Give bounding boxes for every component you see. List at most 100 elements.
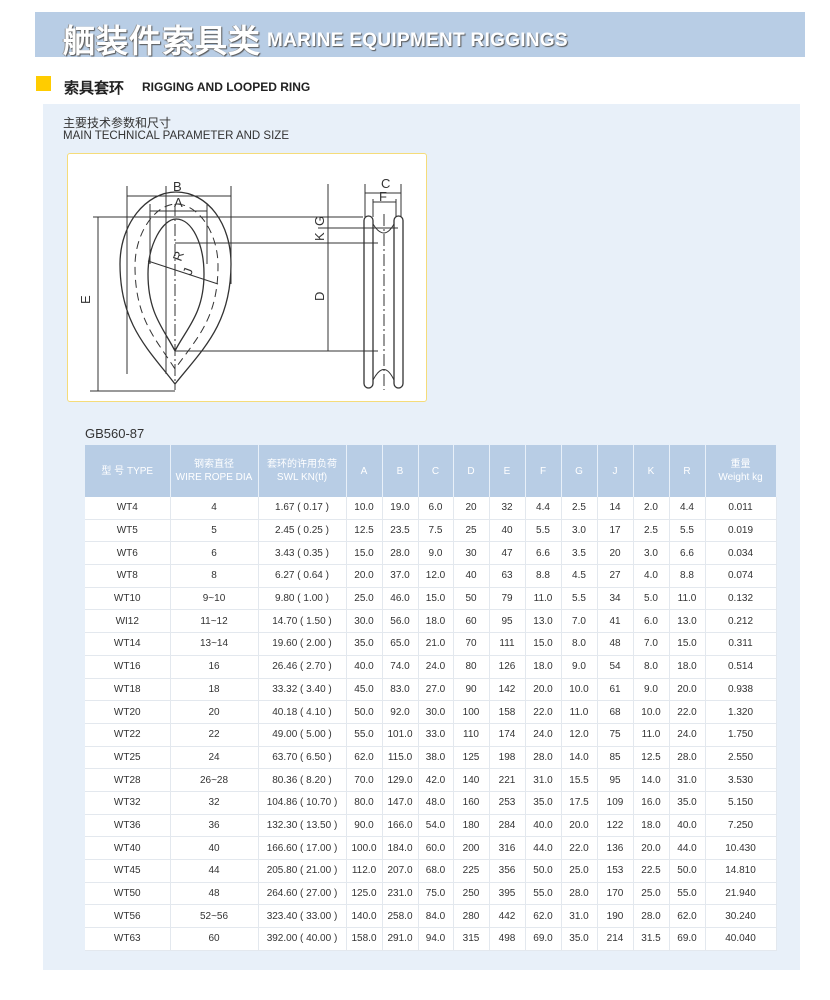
section-title-cn: 索具套环 — [64, 79, 125, 97]
table-cell: 75.0 — [418, 882, 454, 906]
table-cell: 14.810 — [705, 859, 777, 883]
table-cell: 231.0 — [382, 882, 419, 906]
column-header: J — [597, 445, 634, 497]
table-cell: 5.0 — [633, 587, 670, 611]
table-cell: 22.5 — [633, 859, 670, 883]
column-header-sublabel: Weight kg — [718, 472, 763, 483]
table-cell: 60.0 — [418, 836, 454, 860]
table-row: WT40 40 166.60 ( 17.00 ) 100.0 184.0 60.0 200 3… — [85, 836, 777, 860]
table-cell: 166.0 — [382, 814, 419, 838]
table-cell: 3.0 — [561, 519, 598, 543]
table-cell: 44 — [170, 859, 259, 883]
column-header-label: R — [683, 465, 691, 477]
column-header: D — [453, 445, 490, 497]
column-header-label: G — [575, 465, 583, 477]
table-row: WT36 36 132.30 ( 13.50 ) 90.0 166.0 54.0 180 28… — [85, 814, 777, 838]
standard-code: GB560-87 — [85, 426, 145, 441]
table-cell: 2.45 ( 0.25 ) — [258, 519, 347, 543]
table-cell: 69.0 — [669, 927, 706, 951]
table-cell: 25.0 — [561, 859, 598, 883]
table-row: WT14 13~14 19.60 ( 2.00 ) 35.0 65.0 21.0 70 111… — [85, 632, 777, 656]
table-cell: 22.0 — [669, 700, 706, 724]
table-cell: 16.0 — [633, 791, 670, 815]
table-cell: 5.150 — [705, 791, 777, 815]
table-cell: 24 — [170, 746, 259, 770]
table-cell: 62.0 — [346, 746, 383, 770]
table-cell: 15.0 — [669, 632, 706, 656]
table-cell: WI12 — [85, 609, 171, 634]
table-cell: 31.0 — [561, 904, 598, 929]
table-cell: 15.0 — [346, 541, 383, 566]
table-cell: 56.0 — [382, 609, 419, 634]
table-cell: 25 — [453, 519, 490, 543]
column-header: 钢索直径 WIRE ROPE DIA — [170, 445, 259, 497]
table-cell: WT40 — [85, 836, 171, 860]
label-e: E — [78, 295, 93, 304]
column-header-label: 重量 — [730, 459, 751, 470]
table-cell: 34 — [597, 587, 634, 611]
table-cell: WT22 — [85, 723, 171, 747]
table-cell: 80.0 — [346, 791, 383, 815]
table-cell: 18.0 — [525, 655, 562, 679]
table-cell: 30.240 — [705, 904, 777, 929]
table-cell: 356 — [489, 859, 526, 883]
table-cell: 6.6 — [669, 541, 706, 566]
table-cell: 1.750 — [705, 723, 777, 747]
table-cell: 9.0 — [561, 655, 598, 679]
table-cell: 4.4 — [525, 497, 562, 520]
banner-title-en: MARINE EQUIPMENT RIGGINGS — [267, 30, 568, 51]
table-cell: 28.0 — [669, 746, 706, 770]
table-cell: 50.0 — [669, 859, 706, 883]
table-cell: 50.0 — [525, 859, 562, 883]
table-cell: 33.32 ( 3.40 ) — [258, 678, 347, 702]
table-cell: 225 — [453, 859, 490, 883]
table-cell: 395 — [489, 882, 526, 906]
table-cell: 50.0 — [346, 700, 383, 724]
table-cell: 42.0 — [418, 768, 454, 792]
table-cell: 35.0 — [525, 791, 562, 815]
table-cell: 3.530 — [705, 768, 777, 792]
table-cell: 166.60 ( 17.00 ) — [258, 836, 347, 860]
column-header-label: A — [360, 465, 368, 477]
table-cell: 74.0 — [382, 655, 419, 679]
table-cell: 4 — [170, 497, 259, 520]
table-cell: 200 — [453, 836, 490, 860]
column-header-label: D — [467, 465, 475, 477]
table-cell: 1.320 — [705, 700, 777, 724]
table-cell: 174 — [489, 723, 526, 747]
table-cell: 40.0 — [669, 814, 706, 838]
table-cell: 55.0 — [669, 882, 706, 906]
column-header: 套环的许用负荷 SWL KN(tf) — [258, 445, 347, 497]
column-header-label: 型 号 TYPE — [101, 465, 154, 477]
page-banner: 舾装件索具类 MARINE EQUIPMENT RIGGINGS — [35, 12, 805, 60]
table-row: WT45 44 205.80 ( 21.00 ) 112.0 207.0 68.0 225 3… — [85, 859, 777, 883]
table-cell: 13.0 — [525, 609, 562, 634]
table-cell: 20.0 — [346, 564, 383, 588]
table-cell: 5.5 — [669, 519, 706, 543]
table-cell: 1.67 ( 0.17 ) — [258, 497, 347, 520]
table-cell: 0.514 — [705, 655, 777, 679]
table-cell: WT25 — [85, 746, 171, 770]
table-cell: 41 — [597, 609, 634, 634]
table-cell: 15.0 — [418, 587, 454, 611]
banner-title-cn: 舾装件索具类 — [63, 22, 262, 60]
table-row: WT22 22 49.00 ( 5.00 ) 55.0 101.0 33.0 110 174 2… — [85, 723, 777, 747]
table-cell: 190 — [597, 904, 634, 929]
table-cell: 28.0 — [525, 746, 562, 770]
table-cell: 18.0 — [633, 814, 670, 838]
table-cell: 92.0 — [382, 700, 419, 724]
table-cell: 8.0 — [561, 632, 598, 656]
table-cell: 54.0 — [418, 814, 454, 838]
label-a: A — [174, 195, 183, 210]
table-cell: 323.40 ( 33.00 ) — [258, 904, 347, 929]
table-cell: 125 — [453, 746, 490, 770]
table-cell: 54 — [597, 655, 634, 679]
table-cell: 61 — [597, 678, 634, 702]
table-cell: 7.5 — [418, 519, 454, 543]
table-cell: 0.938 — [705, 678, 777, 702]
table-cell: 20 — [597, 541, 634, 566]
table-cell: 35.0 — [346, 632, 383, 656]
table-cell: 104.86 ( 10.70 ) — [258, 791, 347, 815]
table-cell: 70.0 — [346, 768, 383, 792]
table-cell: 147.0 — [382, 791, 419, 815]
